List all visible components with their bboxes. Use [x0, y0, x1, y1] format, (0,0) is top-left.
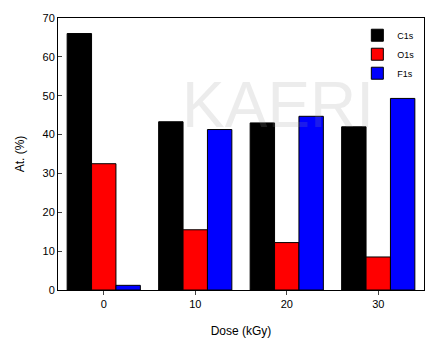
svg-text:10: 10	[43, 245, 55, 257]
svg-text:KAERI: KAERI	[182, 69, 374, 141]
svg-text:F1s: F1s	[397, 69, 413, 79]
svg-text:30: 30	[43, 167, 55, 179]
svg-text:70: 70	[43, 12, 55, 24]
svg-text:10: 10	[189, 298, 201, 310]
svg-text:30: 30	[372, 298, 384, 310]
svg-text:60: 60	[43, 51, 55, 63]
svg-text:20: 20	[281, 298, 293, 310]
svg-text:50: 50	[43, 90, 55, 102]
svg-text:C1s: C1s	[397, 31, 414, 41]
svg-text:Dose (kGy): Dose (kGy)	[211, 324, 272, 338]
svg-text:20: 20	[43, 206, 55, 218]
svg-text:O1s: O1s	[397, 50, 414, 60]
svg-text:40: 40	[43, 128, 55, 140]
svg-text:At. (%): At. (%)	[13, 136, 27, 173]
svg-text:0: 0	[49, 284, 55, 296]
svg-text:0: 0	[101, 298, 107, 310]
